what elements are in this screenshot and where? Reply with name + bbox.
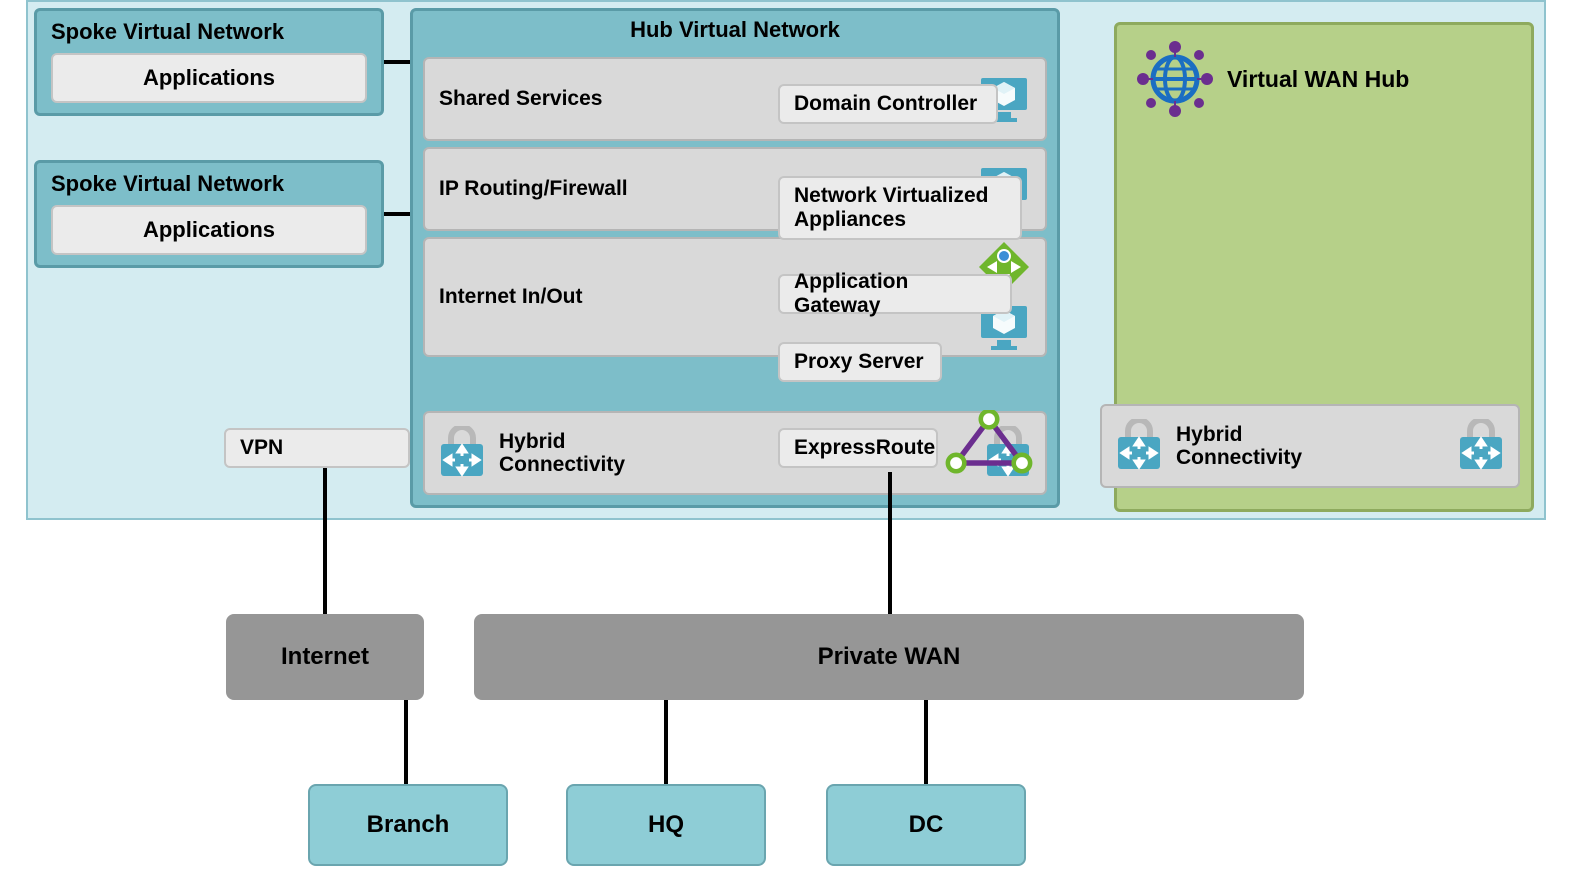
nva-text: Network VirtualizedAppliances [794, 184, 989, 232]
connector-er-privatewan [888, 472, 892, 614]
hq-node: HQ [566, 784, 766, 866]
spoke2-title: Spoke Virtual Network [37, 163, 381, 205]
branch-node: Branch [308, 784, 508, 866]
vpn-label: VPN [224, 428, 410, 468]
express-route-triangle-icon [944, 410, 1034, 474]
spoke-network-1: Spoke Virtual Network Applications [34, 8, 384, 116]
wan-hub-title: Virtual WAN Hub [1227, 66, 1409, 93]
gateway-lock-icon [435, 426, 489, 480]
wan-hybrid-label: Hybrid Connectivity [1176, 423, 1306, 469]
hq-text: HQ [648, 811, 684, 839]
app-gateway-label: Application Gateway [778, 274, 1012, 314]
domain-controller-label: Domain Controller [778, 84, 998, 124]
nva-label: Network VirtualizedAppliances [778, 176, 1022, 240]
app-gateway-text: Application Gateway [794, 270, 996, 318]
private-wan-text: Private WAN [818, 643, 961, 671]
gateway-lock-icon [1454, 419, 1508, 473]
hub-title: Hub Virtual Network [413, 11, 1057, 51]
globe-hub-icon [1135, 39, 1215, 119]
proxy-server-label: Proxy Server [778, 342, 942, 382]
dc-text: DC [909, 811, 944, 839]
dc-node: DC [826, 784, 1026, 866]
connector-wan-dc [924, 700, 928, 784]
internet-io-label: Internet In/Out [439, 285, 583, 309]
ip-routing-label: IP Routing/Firewall [439, 177, 628, 201]
spoke1-applications: Applications [51, 53, 367, 103]
spoke1-title: Spoke Virtual Network [37, 11, 381, 53]
express-route-text: ExpressRoute [794, 436, 935, 460]
domain-controller-text: Domain Controller [794, 92, 977, 116]
shared-services-label: Shared Services [439, 87, 602, 111]
vpn-text: VPN [240, 436, 283, 460]
hub-hybrid-label: Hybrid Connectivity [499, 430, 629, 476]
spoke2-applications: Applications [51, 205, 367, 255]
express-route-label: ExpressRoute [778, 428, 938, 468]
wan-hybrid-connectivity: Hybrid Connectivity [1100, 404, 1520, 488]
connector-wan-hq [664, 700, 668, 784]
connector-internet-branch [404, 700, 408, 784]
private-wan-node: Private WAN [474, 614, 1304, 700]
gateway-lock-icon [1112, 419, 1166, 473]
internet-text: Internet [281, 643, 369, 671]
connector-vpn-internet [323, 468, 327, 614]
proxy-server-text: Proxy Server [794, 350, 924, 374]
branch-text: Branch [367, 811, 450, 839]
spoke-network-2: Spoke Virtual Network Applications [34, 160, 384, 268]
internet-node: Internet [226, 614, 424, 700]
